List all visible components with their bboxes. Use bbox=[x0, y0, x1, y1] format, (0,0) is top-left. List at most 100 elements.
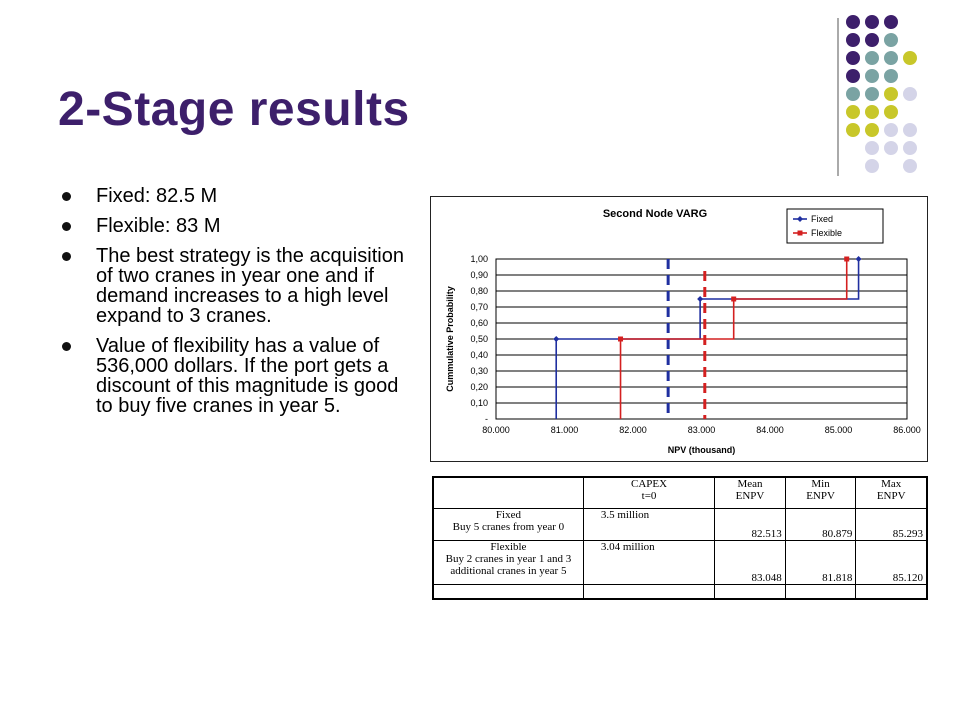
y-tick-label: 1,00 bbox=[470, 254, 488, 264]
table-cell-empty bbox=[784, 583, 857, 600]
y-tick-label: 0,30 bbox=[470, 366, 488, 376]
table-cell-empty bbox=[714, 583, 786, 600]
data-point-flexible bbox=[618, 336, 624, 342]
data-point-flexible bbox=[844, 256, 850, 262]
table-row-label: Fixed Buy 5 cranes from year 0 bbox=[432, 508, 584, 541]
y-tick-label: 0,70 bbox=[470, 302, 488, 312]
decorative-dot bbox=[846, 69, 860, 83]
varg-chart: Second Node VARG - 0,10 0,20 0,30 0,40 0,50 0,6… bbox=[430, 196, 928, 462]
data-point-fixed bbox=[855, 256, 862, 262]
series-line-fixed bbox=[555, 259, 860, 419]
decorative-dot bbox=[865, 105, 879, 119]
table-cell-max: 85.120 bbox=[855, 539, 928, 585]
table-row: Fixed Buy 5 cranes from year 0 3.5 millio… bbox=[432, 508, 928, 541]
x-tick-label: 86.000 bbox=[893, 425, 921, 435]
bullet-dot-icon bbox=[62, 192, 71, 201]
decorative-dot bbox=[846, 105, 860, 119]
x-tick-label: 81.000 bbox=[551, 425, 579, 435]
decorative-dot bbox=[884, 51, 898, 65]
table-cell-empty bbox=[432, 583, 584, 600]
decorative-dot bbox=[903, 123, 917, 137]
bullet-text: Value of flexibility has a value of 536,… bbox=[96, 335, 399, 417]
decorative-dot bbox=[903, 51, 917, 65]
table-row-label: Flexible Buy 2 cranes in year 1 and 3 addi… bbox=[432, 539, 584, 585]
x-tick-label: 82.000 bbox=[619, 425, 647, 435]
y-tick-label: 0,60 bbox=[470, 318, 488, 328]
decorative-dot bbox=[846, 87, 860, 101]
table-cell-empty bbox=[855, 583, 928, 600]
y-tick-label: 0,40 bbox=[470, 350, 488, 360]
decorative-dot bbox=[903, 141, 917, 155]
legend-label: Fixed bbox=[811, 214, 833, 224]
decorative-dot bbox=[884, 105, 898, 119]
results-table: CAPEX t=0 Mean ENPV Min ENPV Max ENPV Fixed B… bbox=[432, 476, 928, 600]
decorative-dot bbox=[865, 87, 879, 101]
decorative-dot bbox=[903, 87, 917, 101]
table-cell-capex: 3.04 million bbox=[582, 539, 716, 585]
table-header-capex: CAPEX t=0 bbox=[582, 476, 716, 510]
bullet-dot-icon bbox=[62, 342, 71, 351]
data-point-fixed bbox=[697, 296, 704, 302]
decorative-dot bbox=[865, 69, 879, 83]
bullet-text: Flexible: 83 M bbox=[96, 215, 221, 237]
series-line-flexible bbox=[619, 259, 848, 419]
slide-title: 2-Stage results bbox=[58, 83, 410, 136]
bullet-list: Fixed: 82.5 M Flexible: 83 M The best st… bbox=[60, 186, 405, 426]
decorative-dot bbox=[846, 15, 860, 29]
y-tick-label: 0,90 bbox=[470, 270, 488, 280]
table-row: Flexible Buy 2 cranes in year 1 and 3 addi… bbox=[432, 539, 928, 585]
table-cell-capex: 3.5 million bbox=[582, 508, 716, 541]
decorative-dot bbox=[846, 51, 860, 65]
table-cell-max: 85.293 bbox=[855, 508, 928, 541]
decorative-dot bbox=[884, 141, 898, 155]
x-tick-label: 80.000 bbox=[482, 425, 510, 435]
decorative-dot bbox=[865, 33, 879, 47]
decorative-dot bbox=[865, 15, 879, 29]
table-cell-empty bbox=[582, 583, 716, 600]
x-tick-label: 84.000 bbox=[756, 425, 784, 435]
table-header-cell bbox=[432, 476, 584, 510]
plot-area bbox=[495, 258, 908, 420]
table-header-max: Max ENPV bbox=[855, 476, 928, 510]
decorative-dot bbox=[865, 51, 879, 65]
varg-chart-svg: Second Node VARG - 0,10 0,20 0,30 0,40 0,50 0,6… bbox=[445, 208, 921, 455]
decorative-dot bbox=[865, 159, 879, 173]
y-tick-label: - bbox=[485, 414, 488, 424]
legend-marker bbox=[797, 230, 803, 236]
decorative-dot bbox=[884, 33, 898, 47]
table-header-row: CAPEX t=0 Mean ENPV Min ENPV Max ENPV bbox=[432, 476, 928, 510]
decorative-dot bbox=[865, 123, 879, 137]
decorative-dot bbox=[884, 15, 898, 29]
y-tick-label: 0,50 bbox=[470, 334, 488, 344]
decorative-dot bbox=[846, 123, 860, 137]
table-row-empty bbox=[432, 583, 928, 600]
chart-legend bbox=[786, 208, 884, 244]
bullet-dot-icon bbox=[62, 252, 71, 261]
table-header-min: Min ENPV bbox=[784, 476, 857, 510]
bullet-text: Fixed: 82.5 M bbox=[96, 185, 218, 207]
y-tick-label: 0,80 bbox=[470, 286, 488, 296]
y-axis-label: Cummulative Probability bbox=[445, 286, 455, 392]
decorative-dot bbox=[884, 123, 898, 137]
bullet-item-fixed: Fixed: 82.5 M bbox=[60, 186, 405, 206]
decorative-dot bbox=[846, 33, 860, 47]
y-tick-label: 0,10 bbox=[470, 398, 488, 408]
x-tick-label: 83.000 bbox=[688, 425, 716, 435]
decorative-dot bbox=[884, 69, 898, 83]
bullet-dot-icon bbox=[62, 222, 71, 231]
bullet-item-flexible: Flexible: 83 M bbox=[60, 216, 405, 236]
x-tick-label: 85.000 bbox=[825, 425, 853, 435]
x-axis-label: NPV (thousand) bbox=[668, 445, 736, 455]
table-header-mean: Mean ENPV bbox=[714, 476, 786, 510]
decorative-dot bbox=[884, 87, 898, 101]
chart-title: Second Node VARG bbox=[603, 208, 707, 220]
table-cell-mean: 82.513 bbox=[714, 508, 786, 541]
decorative-dot-grid bbox=[837, 15, 917, 176]
y-tick-label: 0,20 bbox=[470, 382, 488, 392]
table-cell-min: 80.879 bbox=[784, 508, 857, 541]
legend-label: Flexible bbox=[811, 228, 842, 238]
bullet-item-flexibility-value: Value of flexibility has a value of 536,… bbox=[60, 336, 405, 416]
table-cell-min: 81.818 bbox=[784, 539, 857, 585]
bullet-text: The best strategy is the acquisition of … bbox=[96, 245, 404, 327]
decorative-dot bbox=[865, 141, 879, 155]
